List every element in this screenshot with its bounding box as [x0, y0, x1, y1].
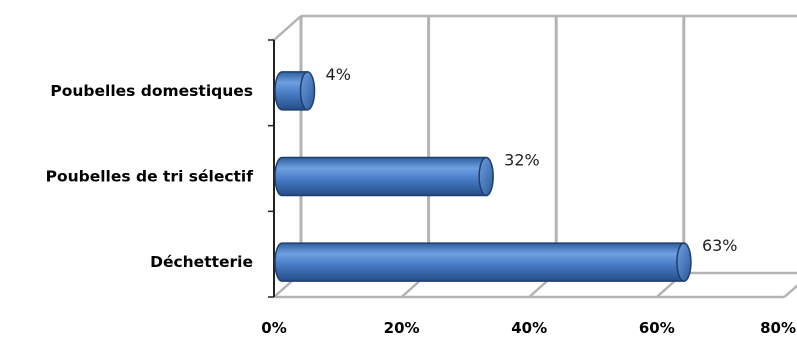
bar-body: [274, 71, 309, 111]
data-label: 4%: [326, 65, 351, 84]
x-tick-label: 40%: [511, 319, 547, 337]
bar-1: [274, 71, 316, 111]
bar-2: [274, 156, 494, 197]
data-label: 32%: [504, 151, 540, 170]
x-tick-label: 0%: [261, 319, 286, 337]
labels: Poubelles domestiques 4% Poubelles de tri …: [46, 65, 796, 337]
side-wall-top: [273, 15, 302, 41]
x-tick-label: 80%: [760, 319, 796, 337]
bar-3: [274, 242, 692, 282]
x-tick-label: 20%: [384, 319, 420, 337]
data-label: 63%: [702, 236, 738, 255]
bar-body: [274, 242, 685, 282]
category-label: Poubelles de tri sélectif: [46, 168, 254, 186]
x-tick-label: 60%: [639, 319, 675, 337]
bar-cap: [299, 71, 316, 111]
floor-gridline-80: [783, 284, 797, 298]
bars: [274, 71, 692, 282]
category-label: Poubelles domestiques: [50, 82, 253, 100]
bar-body: [274, 156, 487, 197]
category-label: Déchetterie: [150, 253, 253, 271]
bar-cap: [676, 242, 692, 282]
axes: [268, 39, 275, 298]
bar-cap: [478, 156, 494, 197]
